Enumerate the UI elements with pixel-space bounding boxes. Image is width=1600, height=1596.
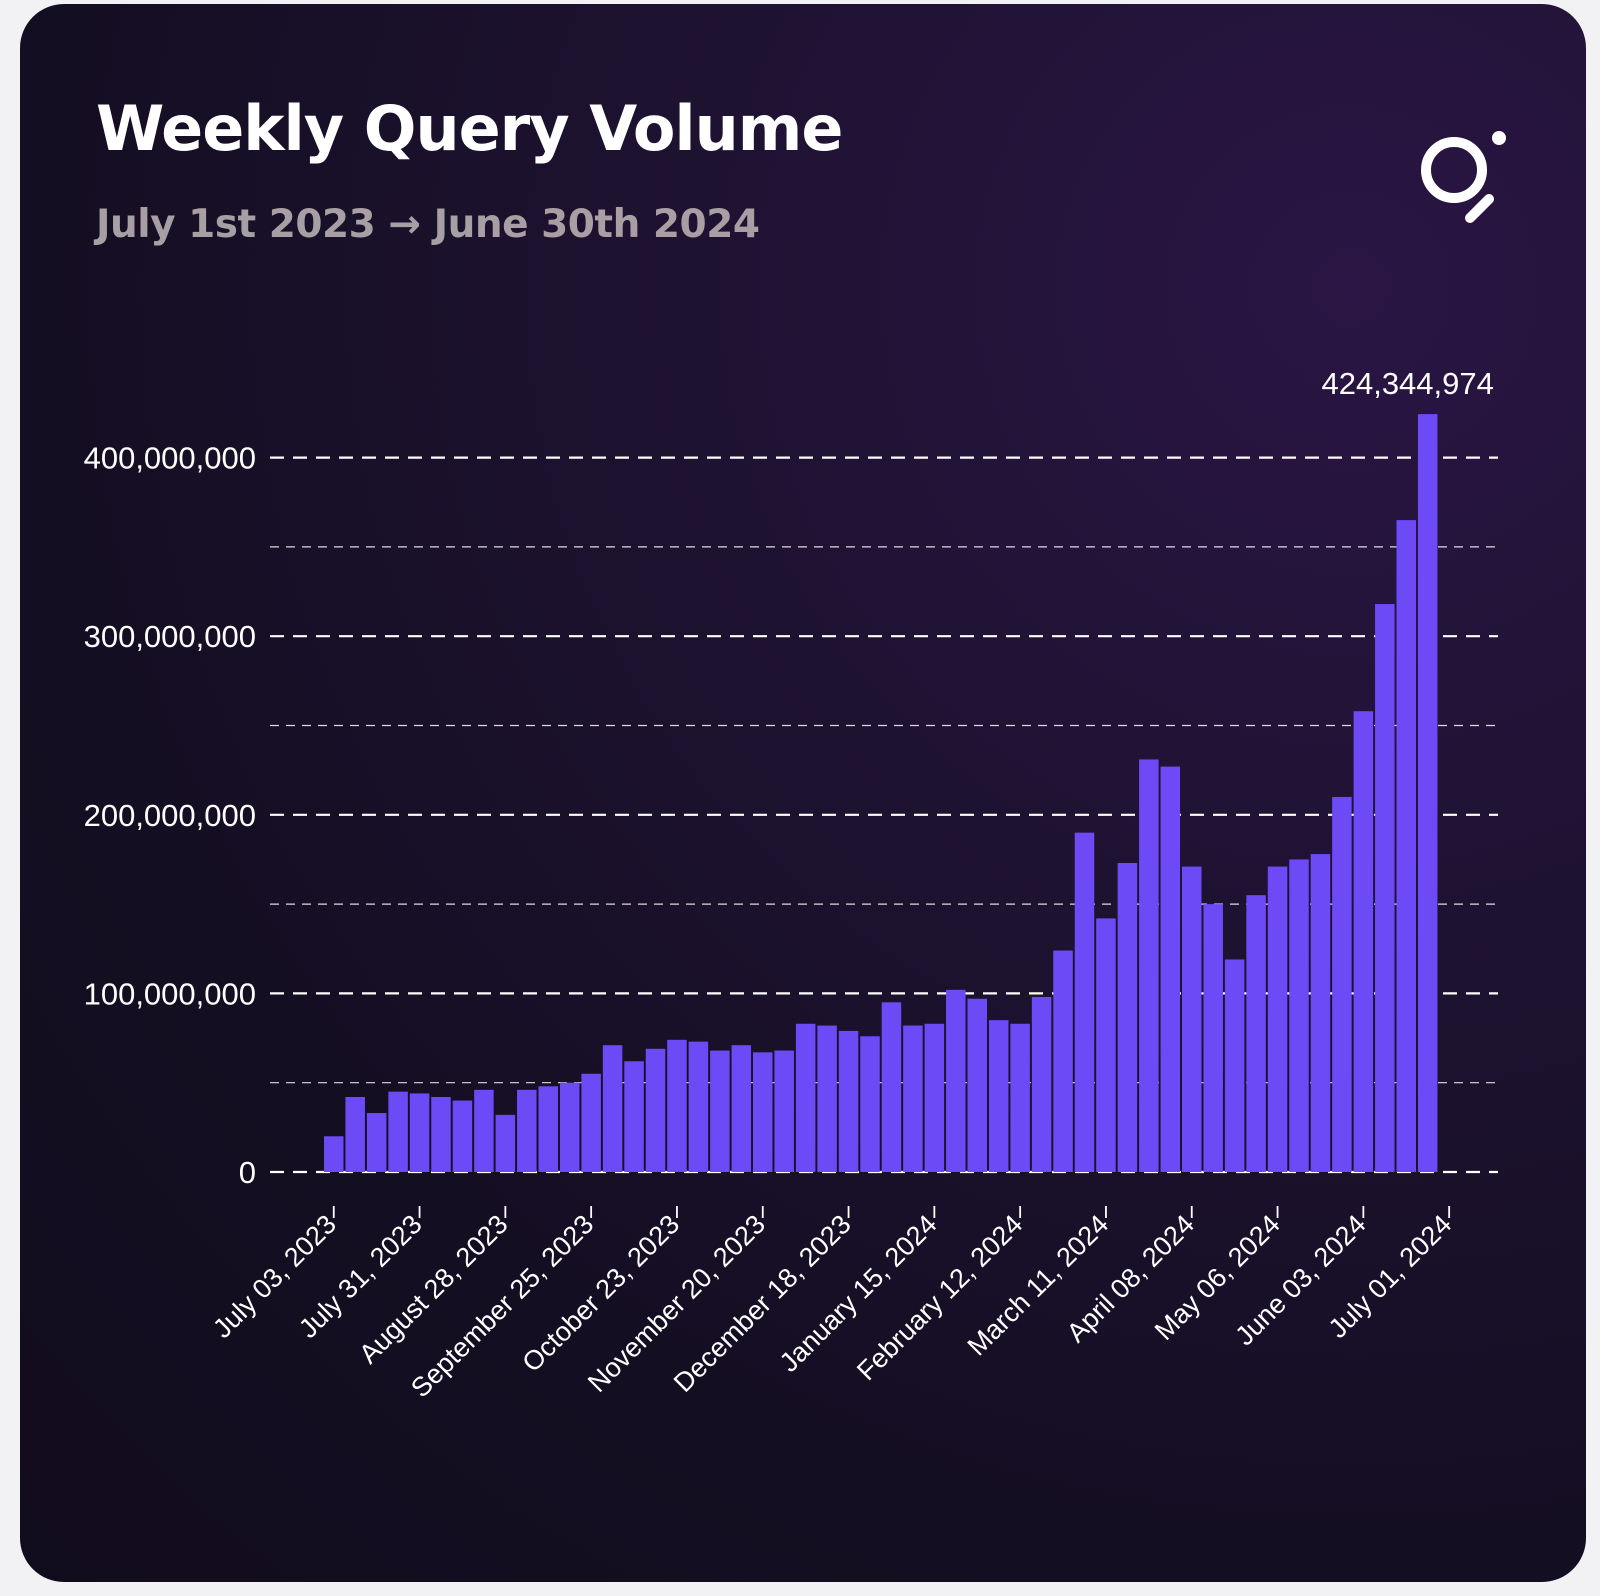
bar [731,1045,752,1172]
bar [881,1002,902,1172]
bar [1396,520,1416,1172]
bar [559,1082,580,1172]
bar [1332,796,1352,1172]
bar-chart: 0 100,000,000 200,000,000 300,000,000 400,00… [84,366,1498,1403]
bar [624,1061,644,1172]
bar [1224,959,1245,1172]
y-tick-label: 100,000,000 [84,976,256,1011]
bar [1267,866,1288,1172]
bar [860,1036,880,1172]
bar [517,1089,537,1172]
bar [1160,766,1181,1172]
bar [710,1050,730,1172]
bar [1310,854,1331,1172]
bar [1074,832,1095,1172]
bar [1353,711,1374,1172]
bar [452,1100,473,1172]
bar [817,1025,837,1172]
x-tick-label: February 12, 2024 [851,1209,1028,1386]
bar [388,1091,408,1172]
bar [409,1093,430,1172]
bar [1203,904,1223,1172]
bar [602,1045,623,1172]
bar [324,1136,344,1172]
bar [667,1039,687,1172]
chart-subtitle: July 1st 2023 → June 30th 2024 [96,202,760,247]
bar [774,1050,794,1172]
y-tick-label: 0 [239,1155,256,1190]
bar [795,1023,816,1172]
y-tick-label: 200,000,000 [84,798,256,833]
bar [753,1052,773,1172]
bar [366,1113,387,1172]
chart-title: Weekly Query Volume [96,92,843,165]
bar [538,1086,558,1172]
x-tick-label: January 15, 2024 [774,1209,943,1378]
bar [1053,950,1073,1172]
bar [1096,918,1116,1172]
bar [645,1048,666,1172]
bar [1117,863,1138,1172]
bar [1375,604,1395,1172]
bar [431,1096,451,1172]
bar [838,1030,859,1172]
y-tick-label: 400,000,000 [84,441,256,476]
bar [474,1089,494,1172]
bar [1031,996,1052,1172]
bar [903,1025,923,1172]
bar [1417,414,1438,1172]
bar [988,1020,1009,1172]
bar [1182,866,1202,1172]
search-magnifier-icon [1421,131,1506,223]
peak-value-label: 424,344,974 [1321,366,1493,401]
bar [967,998,987,1172]
bar [688,1041,709,1172]
x-tick-label: August 28, 2023 [353,1209,513,1369]
y-tick-label: 300,000,000 [84,619,256,654]
bar [495,1114,516,1172]
bar [581,1073,601,1172]
chart-card: Weekly Query Volume July 1st 2023 → June… [20,4,1586,1582]
bar [924,1023,945,1172]
bar [345,1096,365,1172]
bar [946,989,966,1172]
bar [1246,895,1266,1172]
x-tick-label: October 23, 2023 [516,1209,685,1378]
bar [1010,1023,1030,1172]
bar [1289,859,1309,1172]
bar [1139,759,1159,1172]
